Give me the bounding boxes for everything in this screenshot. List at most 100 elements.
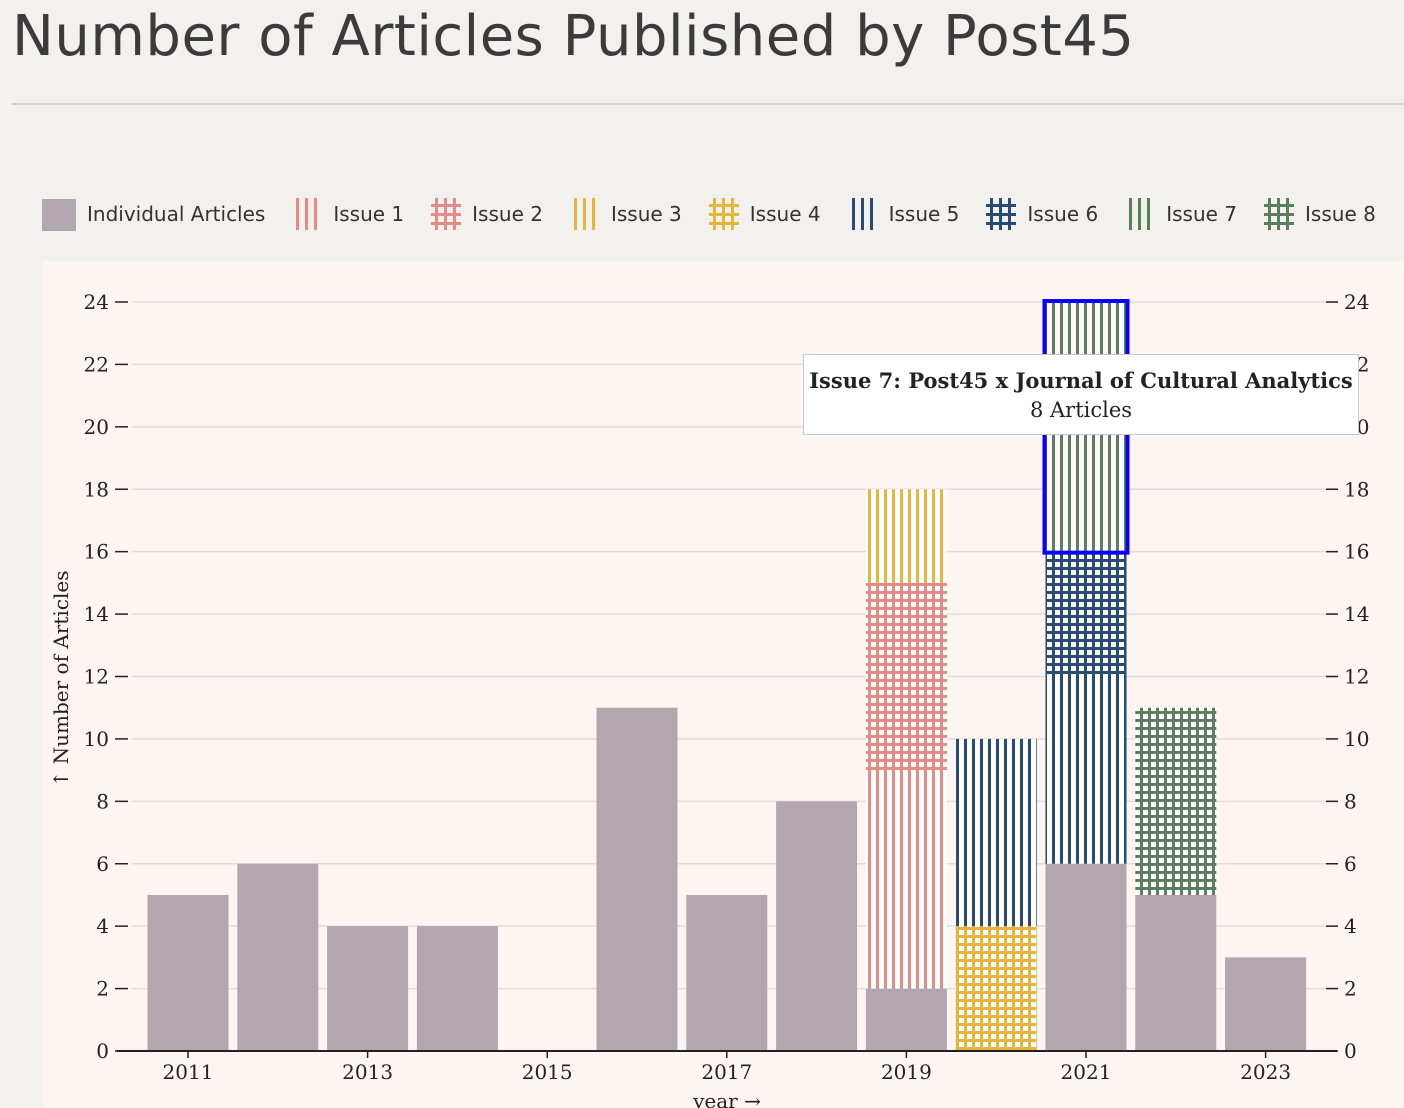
bar-2019-issue1[interactable] [865,770,947,989]
y-tick-label-left-14: 14 [84,602,109,626]
legend-swatch-issue7 [1129,198,1151,230]
bar-2023-individual[interactable] [1225,957,1307,1051]
x-tick-2023: 2023 [1240,1051,1291,1084]
x-tick-2017: 2017 [701,1051,752,1084]
legend-label-issue4: Issue 4 [749,202,821,226]
x-tick-2021: 2021 [1061,1051,1112,1084]
y-tick-label-left-0: 0 [96,1039,109,1063]
axes: 0022446688101012121414161618182020222224… [49,290,1369,1108]
x-tick-label-2021: 2021 [1061,1060,1112,1084]
y-tick-right-24: 24 [1326,290,1369,314]
bar-chart: 0022446688101012121414161618182020222224… [49,290,1369,1108]
y-tick-label-left-12: 12 [84,665,109,689]
x-axis-title: year → [692,1089,761,1108]
x-tick-2011: 2011 [163,1051,214,1084]
bar-2021-individual[interactable] [1045,863,1127,1051]
y-tick-label-right-12: 12 [1344,665,1369,689]
y-tick-right-10: 10 [1326,727,1369,751]
legend-label-issue8: Issue 8 [1305,202,1376,226]
bar-2012-individual[interactable] [237,863,319,1051]
y-tick-label-left-20: 20 [84,415,109,439]
y-tick-right-18: 18 [1326,477,1369,501]
y-tick-left-6: 6 [96,852,128,876]
y-tick-left-8: 8 [96,789,128,813]
tooltip-value: 8 Articles [1029,398,1133,422]
legend-label-issue5: Issue 5 [888,202,960,226]
legend-item-issue2: Issue 2 [431,197,543,231]
legend-label-issue1: Issue 1 [333,202,405,226]
bar-2021-issue5[interactable] [1045,676,1127,864]
y-tick-label-right-0: 0 [1344,1039,1357,1063]
y-tick-left-10: 10 [84,727,128,751]
bar-2016-individual[interactable] [596,707,678,1051]
legend-swatch-individual [42,199,76,231]
y-tick-right-4: 4 [1326,914,1357,938]
x-tick-2019: 2019 [881,1051,932,1084]
y-tick-left-18: 18 [84,477,128,501]
bar-2014-individual[interactable] [416,926,498,1051]
x-tick-label-2019: 2019 [881,1060,932,1084]
legend-item-issue4: Issue 4 [708,197,821,231]
y-tick-right-14: 14 [1326,602,1369,626]
y-tick-right-8: 8 [1326,789,1357,813]
legend-item-issue1: Issue 1 [292,197,404,231]
y-tick-label-right-6: 6 [1344,852,1357,876]
y-tick-label-left-10: 10 [84,727,109,751]
bar-2019-issue3[interactable] [865,489,947,583]
legend-item-individual: Individual Articles [42,197,265,231]
gridlines [132,301,1337,990]
legend-swatch-issue8 [1264,198,1295,230]
x-tick-label-2013: 2013 [342,1060,393,1084]
y-tick-left-20: 20 [84,415,128,439]
bar-2017-individual[interactable] [686,894,768,1051]
x-tick-label-2023: 2023 [1240,1060,1291,1084]
y-tick-label-left-24: 24 [84,290,109,314]
bar-2013-individual[interactable] [327,926,409,1051]
bar-2020-issue5[interactable] [955,738,1037,927]
legend-swatch-issue4 [708,198,739,230]
legend-swatch-issue5 [851,198,873,230]
x-tick-label-2015: 2015 [522,1060,573,1084]
y-tick-label-left-6: 6 [96,852,109,876]
y-tick-left-24: 24 [84,290,128,314]
legend-label-issue3: Issue 3 [610,202,682,226]
y-axis-title: ↑ Number of Articles [49,571,73,788]
x-tick-label-2011: 2011 [163,1060,214,1084]
y-tick-left-4: 4 [96,914,128,938]
y-tick-label-left-22: 22 [84,352,109,376]
legend-item-issue7: Issue 7 [1125,197,1237,231]
y-tick-label-right-2: 2 [1344,977,1357,1001]
bar-2019-issue2[interactable] [865,582,947,771]
y-tick-left-12: 12 [84,665,128,689]
bar-2018-individual[interactable] [776,801,858,1051]
legend-item-issue3: Issue 3 [570,197,682,231]
bar-2022-individual[interactable] [1135,894,1217,1051]
y-tick-left-22: 22 [84,352,128,376]
page-title: Number of Articles Published by Post45 [12,4,1135,69]
title-divider [12,103,1404,105]
bar-2011-individual[interactable] [147,894,229,1051]
y-tick-label-right-16: 16 [1344,540,1369,564]
y-tick-right-12: 12 [1326,665,1369,689]
legend-label-issue2: Issue 2 [472,202,543,226]
legend-item-issue8: Issue 8 [1264,197,1376,231]
tooltip-title: Issue 7: Post45 x Journal of Cultural An… [809,368,1353,393]
y-tick-label-left-8: 8 [96,789,109,813]
y-tick-label-right-18: 18 [1344,477,1369,501]
legend-swatch-issue2 [431,198,462,230]
legend-label-issue7: Issue 7 [1166,202,1238,226]
y-tick-right-16: 16 [1326,540,1369,564]
bar-2022-issue8[interactable] [1135,707,1217,895]
bar-2021-issue6[interactable] [1045,551,1127,677]
bars [147,302,1307,1051]
y-tick-label-right-14: 14 [1344,602,1369,626]
legend-swatch-issue6 [986,198,1017,230]
legend-item-issue5: Issue 5 [848,197,960,231]
x-tick-label-2017: 2017 [701,1060,752,1084]
y-tick-right-2: 2 [1326,977,1357,1001]
y-tick-label-left-16: 16 [84,540,109,564]
bar-2020-issue4[interactable] [955,926,1037,1051]
bar-2019-individual[interactable] [865,988,947,1051]
x-tick-2013: 2013 [342,1051,393,1084]
legend-label-individual: Individual Articles [87,202,266,226]
